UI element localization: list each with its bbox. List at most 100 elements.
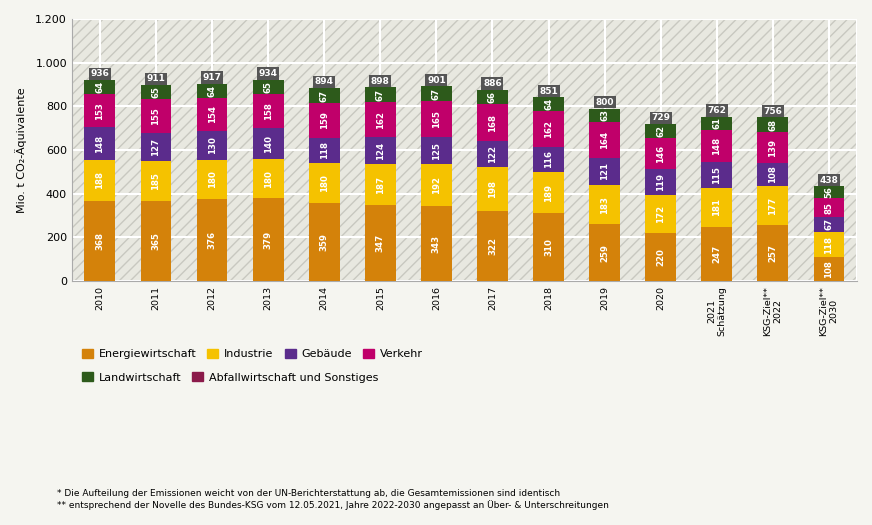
Text: 146: 146 <box>657 144 665 163</box>
Text: 68: 68 <box>768 119 777 131</box>
Bar <box>309 88 339 103</box>
Text: 61: 61 <box>712 118 721 130</box>
Text: 172: 172 <box>657 205 665 223</box>
Bar <box>364 87 396 102</box>
Text: 130: 130 <box>208 136 216 154</box>
Text: 121: 121 <box>600 162 610 180</box>
Text: 168: 168 <box>488 113 497 131</box>
Text: 359: 359 <box>320 233 329 251</box>
Bar <box>364 205 396 281</box>
Bar <box>140 202 172 281</box>
Text: 108: 108 <box>824 260 834 278</box>
Bar <box>364 102 396 138</box>
Bar <box>421 137 452 164</box>
Text: 247: 247 <box>712 245 721 263</box>
Bar <box>364 138 396 164</box>
Text: 67: 67 <box>320 89 329 102</box>
Text: 368: 368 <box>95 232 105 250</box>
Text: 376: 376 <box>208 231 216 249</box>
Bar <box>364 164 396 205</box>
Bar <box>477 90 508 104</box>
Text: 901: 901 <box>427 76 446 85</box>
Text: 257: 257 <box>768 244 777 262</box>
Text: 67: 67 <box>376 89 385 101</box>
Bar <box>477 104 508 141</box>
Text: 115: 115 <box>712 166 721 184</box>
Text: 343: 343 <box>432 235 441 253</box>
Bar <box>814 232 844 257</box>
Text: 66: 66 <box>488 91 497 103</box>
Bar <box>645 195 676 233</box>
Bar <box>140 99 172 133</box>
Bar <box>533 111 564 147</box>
Text: 62: 62 <box>657 125 665 137</box>
Text: 365: 365 <box>152 232 160 250</box>
Text: 438: 438 <box>820 175 838 184</box>
Bar <box>589 225 620 281</box>
Bar <box>196 131 228 160</box>
Text: 148: 148 <box>712 137 721 155</box>
Text: 153: 153 <box>95 102 105 120</box>
Bar <box>589 158 620 184</box>
Text: 67: 67 <box>432 88 441 100</box>
Bar <box>477 141 508 167</box>
Legend: Landwirtschaft, Abfallwirtschaft und Sonstiges: Landwirtschaft, Abfallwirtschaft und Son… <box>78 368 383 387</box>
Bar <box>645 233 676 281</box>
Text: 139: 139 <box>768 139 777 156</box>
Bar <box>814 257 844 281</box>
Text: 67: 67 <box>824 218 834 230</box>
Text: 911: 911 <box>146 75 166 83</box>
Bar <box>253 159 283 198</box>
Bar <box>758 132 788 163</box>
Text: 898: 898 <box>371 77 390 86</box>
Text: 119: 119 <box>657 173 665 192</box>
Text: 756: 756 <box>764 107 782 116</box>
Text: 65: 65 <box>152 86 160 98</box>
Bar <box>85 94 115 127</box>
Text: 124: 124 <box>376 142 385 160</box>
Bar <box>589 109 620 122</box>
Text: 125: 125 <box>432 142 441 160</box>
Text: 122: 122 <box>488 145 497 163</box>
Text: 185: 185 <box>152 172 160 190</box>
Bar <box>196 83 228 98</box>
Text: 64: 64 <box>544 98 553 110</box>
Bar <box>758 118 788 132</box>
Text: 189: 189 <box>544 184 553 202</box>
Bar <box>421 164 452 206</box>
Text: 180: 180 <box>263 170 273 187</box>
Text: 322: 322 <box>488 237 497 255</box>
Bar <box>645 124 676 138</box>
Text: 183: 183 <box>600 195 610 214</box>
Bar <box>196 98 228 131</box>
Text: 894: 894 <box>315 78 334 87</box>
Bar <box>533 213 564 281</box>
Bar <box>645 170 676 195</box>
Text: 108: 108 <box>768 165 777 183</box>
Text: 936: 936 <box>91 69 109 78</box>
Text: 177: 177 <box>768 196 777 215</box>
Text: 188: 188 <box>95 171 105 189</box>
Text: ** entsprechend der Novelle des Bundes-KSG vom 12.05.2021, Jahre 2022-2030 angep: ** entsprechend der Novelle des Bundes-K… <box>57 500 609 510</box>
Bar <box>814 198 844 217</box>
Bar <box>477 211 508 281</box>
Bar <box>253 94 283 129</box>
Bar <box>701 130 732 162</box>
Text: 310: 310 <box>544 238 553 256</box>
Bar <box>85 160 115 201</box>
Bar <box>814 186 844 198</box>
Text: 148: 148 <box>95 134 105 153</box>
Bar <box>589 122 620 158</box>
Text: 155: 155 <box>152 108 160 125</box>
Bar <box>814 217 844 232</box>
Text: 180: 180 <box>208 170 216 188</box>
Bar <box>477 167 508 211</box>
Bar <box>701 227 732 281</box>
Bar <box>701 162 732 187</box>
Text: 934: 934 <box>259 69 277 78</box>
Text: * Die Aufteilung der Emissionen weicht von der UN-Berichterstattung ab, die Gesa: * Die Aufteilung der Emissionen weicht v… <box>57 489 560 498</box>
Text: 63: 63 <box>600 109 610 121</box>
Text: 158: 158 <box>263 102 273 120</box>
Bar <box>645 138 676 170</box>
Text: 347: 347 <box>376 234 385 253</box>
